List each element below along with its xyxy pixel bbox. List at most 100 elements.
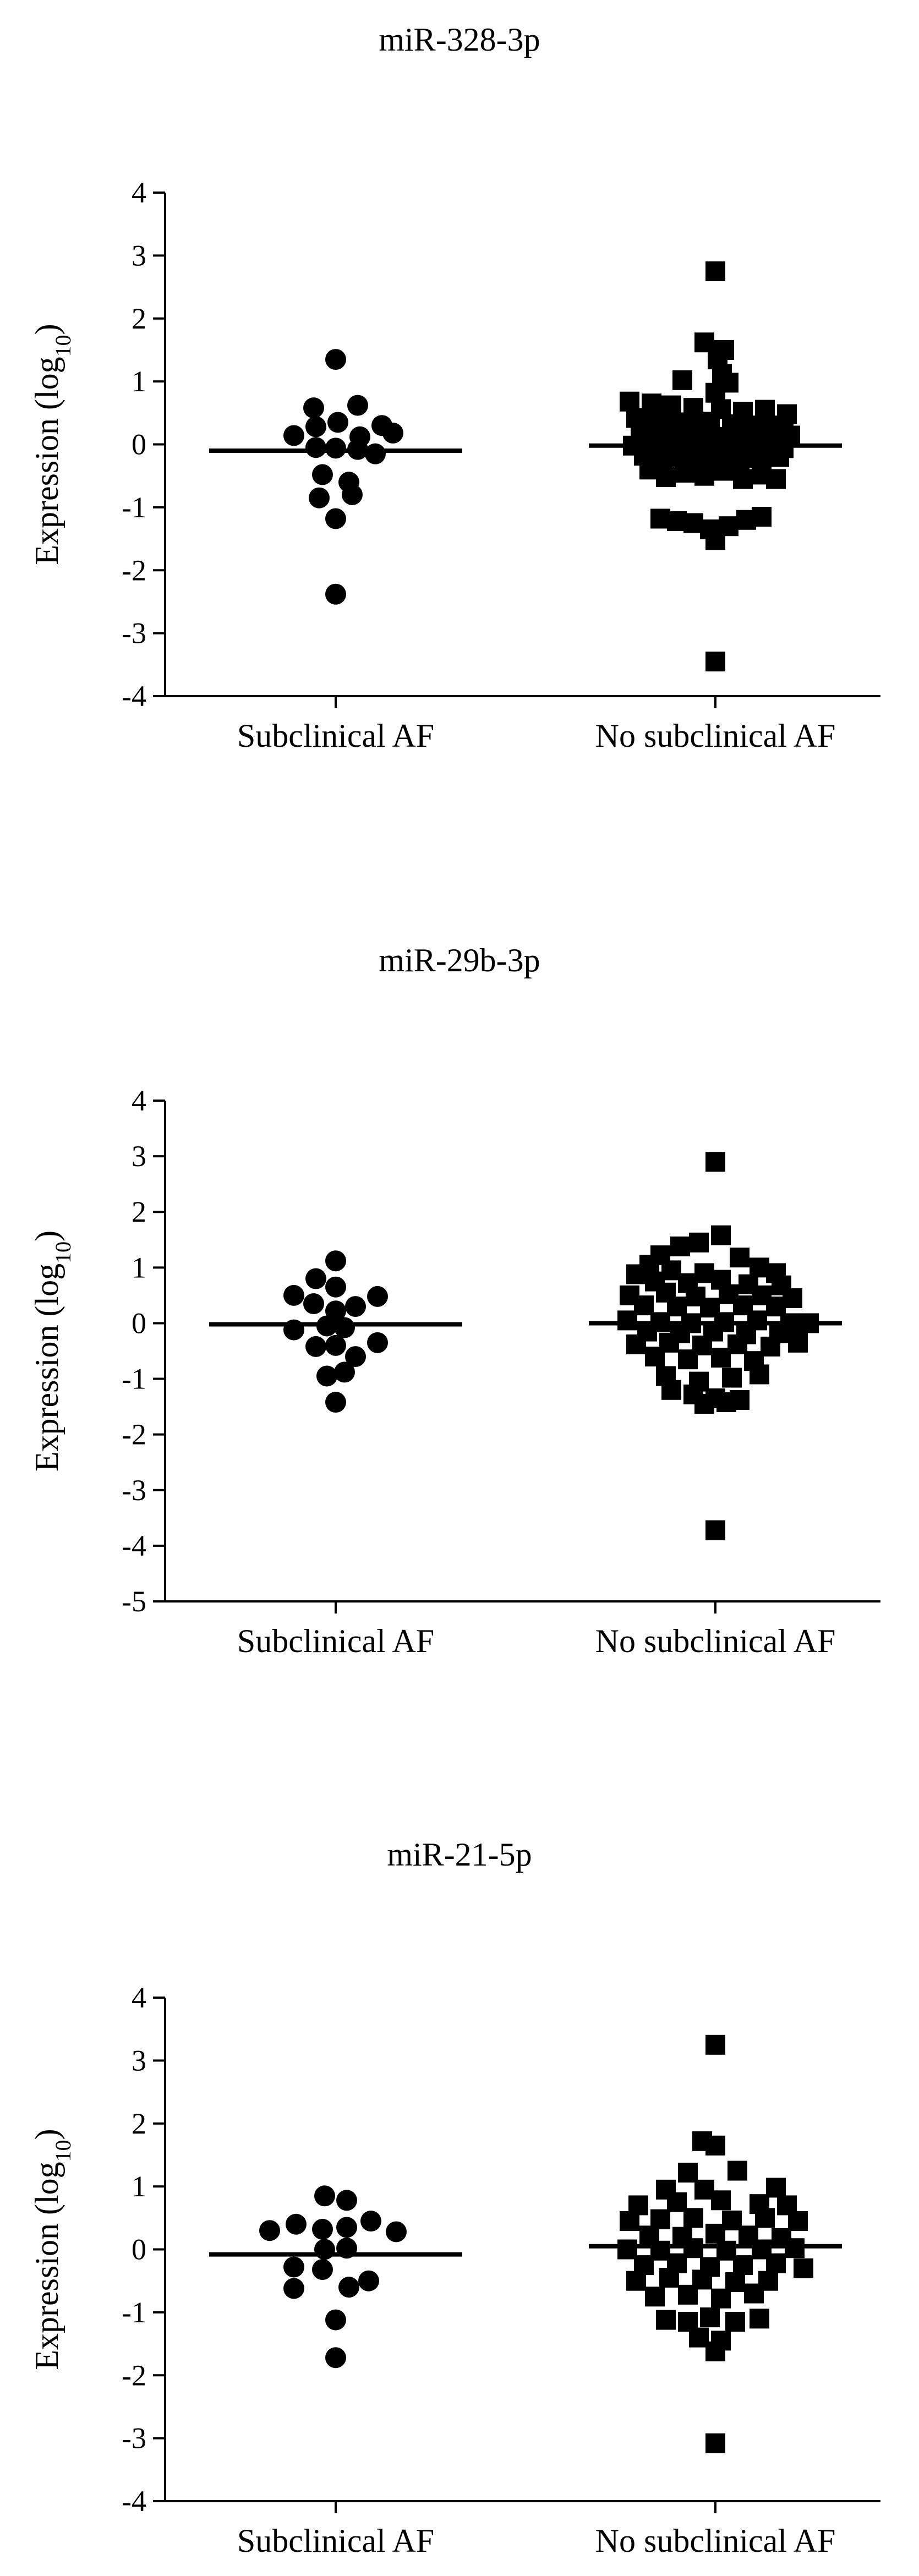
data-point-square xyxy=(711,2190,731,2211)
data-point-square xyxy=(755,2208,775,2228)
y-tick-label: 2 xyxy=(132,2107,146,2140)
data-point-square xyxy=(678,2162,698,2183)
data-point-circle xyxy=(305,1336,326,1357)
data-point-circle xyxy=(305,437,326,458)
data-point-square xyxy=(727,2161,747,2181)
data-point-square xyxy=(694,332,714,353)
data-point-circle xyxy=(345,1296,366,1317)
y-tick-label: -4 xyxy=(122,1529,146,1562)
data-point-circle xyxy=(325,2347,346,2369)
data-point-square xyxy=(661,1380,681,1400)
data-point-circle xyxy=(325,1335,346,1356)
data-point-square xyxy=(752,507,772,527)
data-point-square xyxy=(683,2208,703,2228)
data-point-square xyxy=(694,1394,714,1414)
data-point-square xyxy=(705,2223,725,2244)
data-point-square xyxy=(678,2284,698,2305)
y-axis-title-close: ) xyxy=(29,324,65,335)
data-point-square xyxy=(705,2341,725,2361)
y-tick-label: 3 xyxy=(132,1140,146,1173)
data-point-square xyxy=(705,1520,725,1540)
y-tick-label: -1 xyxy=(122,1363,146,1396)
series-no-subclinical-af xyxy=(589,1152,842,1540)
y-tick-label: 1 xyxy=(132,365,146,398)
data-point-square xyxy=(750,2309,769,2329)
y-axis-title: Expression (log10) xyxy=(29,2129,75,2370)
data-point-square xyxy=(705,2135,725,2156)
data-point-square xyxy=(750,1364,769,1385)
data-point-square xyxy=(620,2211,639,2232)
data-point-square xyxy=(733,2255,753,2276)
chart-title: miR-29b-3p xyxy=(379,942,540,978)
data-point-circle xyxy=(303,1293,324,1315)
data-point-square xyxy=(722,1368,742,1388)
data-point-circle xyxy=(325,583,346,605)
data-point-circle xyxy=(283,425,304,446)
data-point-square xyxy=(744,2283,764,2304)
y-axis-title-text: Expression (log xyxy=(29,357,65,565)
y-tick-label: -4 xyxy=(122,2485,146,2518)
data-point-circle xyxy=(314,2185,335,2207)
data-point-square xyxy=(705,261,725,281)
data-point-square xyxy=(705,2034,725,2055)
y-tick-label: 2 xyxy=(132,302,146,335)
data-point-square xyxy=(689,1232,709,1253)
data-point-circle xyxy=(283,1284,304,1306)
data-point-square xyxy=(711,1225,731,1245)
category-label-subclinical-af: Subclinical AF xyxy=(237,1623,434,1659)
data-point-circle xyxy=(283,2256,304,2278)
data-point-circle xyxy=(360,2211,381,2232)
data-point-circle xyxy=(305,1268,326,1289)
series-subclinical-af xyxy=(209,2185,462,2369)
y-tick-label: 1 xyxy=(132,1251,146,1284)
y-axis-title-subscript: 10 xyxy=(51,1241,75,1264)
data-point-circle xyxy=(336,2190,357,2211)
data-point-circle xyxy=(336,2217,357,2238)
y-axis-title: Expression (log10) xyxy=(29,324,75,565)
series-no-subclinical-af xyxy=(589,261,842,672)
data-point-circle xyxy=(303,397,324,419)
y-tick-label: 0 xyxy=(132,428,146,461)
data-point-circle xyxy=(325,1276,346,1298)
data-point-square xyxy=(716,1392,736,1413)
data-point-circle xyxy=(259,2220,280,2241)
data-point-square xyxy=(711,2288,731,2309)
y-tick-label: -1 xyxy=(122,2296,146,2329)
y-tick-label: -2 xyxy=(122,2359,146,2392)
data-point-square xyxy=(705,652,725,672)
y-tick-label: 4 xyxy=(132,1084,146,1117)
data-point-circle xyxy=(358,2270,379,2291)
data-point-circle xyxy=(325,437,346,459)
data-point-square xyxy=(711,1348,731,1368)
category-label-no-subclinical-af: No subclinical AF xyxy=(595,718,836,754)
data-point-square xyxy=(766,1297,786,1317)
data-point-circle xyxy=(309,487,330,508)
y-tick-label: -5 xyxy=(122,1585,146,1618)
data-point-circle xyxy=(316,1365,337,1387)
y-axis-title-close: ) xyxy=(29,2129,65,2140)
data-point-square xyxy=(678,1349,698,1370)
data-point-circle xyxy=(312,2218,333,2240)
data-point-square xyxy=(733,469,753,489)
data-point-circle xyxy=(314,2239,335,2260)
y-axis-title: Expression (log10) xyxy=(29,1230,75,1472)
data-point-circle xyxy=(365,443,386,464)
y-axis-title-subscript: 10 xyxy=(51,335,75,357)
data-point-square xyxy=(788,2211,808,2232)
data-point-circle xyxy=(325,1250,346,1272)
data-point-square xyxy=(725,2312,745,2332)
y-tick-label: 1 xyxy=(132,2170,146,2203)
y-tick-label: 0 xyxy=(132,1306,146,1339)
category-label-subclinical-af: Subclinical AF xyxy=(237,718,434,754)
data-point-square xyxy=(788,1332,808,1353)
y-tick-label: 2 xyxy=(132,1195,146,1228)
y-tick-label: 4 xyxy=(132,176,146,209)
data-point-circle xyxy=(342,484,363,505)
series-no-subclinical-af xyxy=(589,2034,842,2453)
data-point-square xyxy=(675,462,694,483)
y-tick-label: -3 xyxy=(122,1474,146,1507)
category-label-no-subclinical-af: No subclinical AF xyxy=(595,2523,836,2559)
y-tick-label: 0 xyxy=(132,2233,146,2266)
